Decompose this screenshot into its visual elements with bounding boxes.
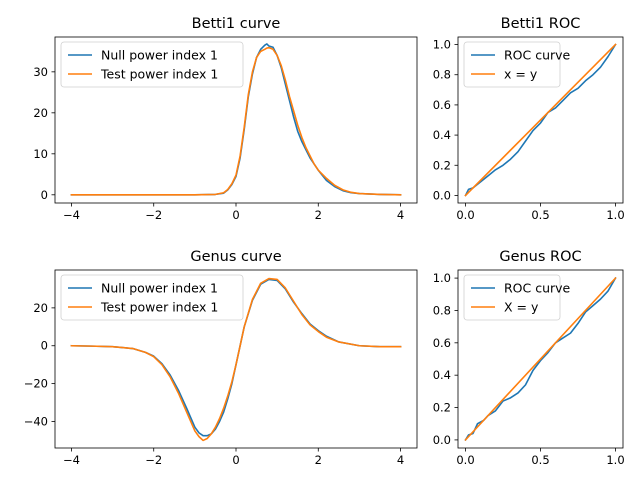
genus-roc-ytick-label: 0.4	[433, 368, 451, 382]
betti1-curve-xtick-label: −4	[63, 208, 80, 222]
genus-roc-xtick-label: 0.5	[531, 453, 549, 467]
genus-curve-series-2-line	[70, 277, 402, 442]
betti1-roc-ytick-label: 0.0	[433, 188, 451, 202]
genus-roc-legend-box	[463, 274, 561, 321]
genus-curve-legend-label-1: Null power index 1	[101, 281, 218, 296]
genus-roc-series-2-line	[464, 276, 617, 442]
betti1-curve-ytick-label: 20	[33, 106, 48, 120]
betti1-curve-xtick-label: 2	[315, 208, 322, 222]
betti1-curve-series-2-line	[70, 46, 402, 196]
betti1-roc-series-group	[464, 43, 617, 197]
genus-roc-legend-label-2: X = y	[504, 300, 539, 315]
genus-roc-ytick-label: 0.8	[433, 303, 451, 317]
betti1-roc-series-1-line	[464, 43, 617, 197]
genus-roc-legend: ROC curve X = y	[463, 274, 571, 321]
betti1-roc-panel: Betti1 ROC 0.0 0.5 1.0 0.0 0.2 0.4 0.6 0.8 1.0 ROC…	[433, 16, 625, 222]
genus-curve-legend-box	[60, 274, 244, 321]
genus-curve-title: Genus curve	[190, 249, 281, 265]
betti1-roc-ytick-label: 0.6	[433, 98, 451, 112]
betti1-curve-legend-label-1: Null power index 1	[101, 48, 218, 63]
betti1-curve-legend-label-2: Test power index 1	[100, 67, 218, 82]
genus-roc-legend-label-1: ROC curve	[504, 281, 571, 296]
betti1-roc-xtick-label: 1.0	[606, 208, 624, 222]
betti1-roc-ytick-label: 0.2	[433, 158, 451, 172]
betti1-curve-legend-box	[60, 41, 244, 88]
betti1-roc-legend: ROC curve x = y	[463, 41, 571, 88]
genus-roc-title: Genus ROC	[499, 249, 581, 265]
genus-curve-ytick-label: 20	[33, 301, 48, 315]
genus-roc-panel: Genus ROC 0.0 0.5 1.0 0.0 0.2 0.4 0.6 0.8 1.0 ROC …	[433, 249, 625, 467]
betti1-roc-series-2-line	[464, 43, 617, 197]
betti1-curve-xtick-label: 4	[397, 208, 404, 222]
betti1-roc-legend-box	[463, 41, 561, 88]
betti1-curve-series-group	[70, 43, 402, 196]
betti1-roc-ytick-label: 0.8	[433, 68, 451, 82]
genus-curve-legend-label-2: Test power index 1	[100, 300, 218, 315]
betti1-curve-panel: Betti1 curve −4 −2 0 2 4 0 10 20 30 Null power ind…	[33, 16, 418, 222]
betti1-roc-xtick-label: 0.5	[531, 208, 549, 222]
genus-roc-ytick-label: 0.0	[433, 433, 451, 447]
betti1-curve-ytick-label: 10	[33, 147, 48, 161]
genus-roc-xtick-label: 1.0	[606, 453, 624, 467]
genus-curve-series-group	[70, 277, 402, 442]
betti1-roc-xtick-label: 0.0	[456, 208, 474, 222]
genus-roc-xtick-label: 0.0	[456, 453, 474, 467]
betti1-roc-title: Betti1 ROC	[501, 16, 581, 32]
betti1-curve-legend: Null power index 1 Test power index 1	[60, 41, 244, 88]
genus-curve-xtick-label: −4	[63, 453, 80, 467]
genus-curve-xtick-label: 2	[315, 453, 322, 467]
genus-curve-xtick-label: 0	[232, 453, 239, 467]
betti1-curve-xtick-label: −2	[145, 208, 162, 222]
genus-curve-ytick-label: −40	[24, 414, 48, 428]
genus-curve-ytick-label: 0	[41, 339, 48, 353]
betti1-curve-title: Betti1 curve	[192, 16, 281, 32]
betti1-roc-legend-label-2: x = y	[504, 67, 538, 82]
genus-roc-ytick-label: 1.0	[433, 271, 451, 285]
genus-roc-ytick-label: 0.2	[433, 401, 451, 415]
betti1-curve-xtick-label: 0	[232, 208, 239, 222]
betti1-roc-ytick-label: 1.0	[433, 38, 451, 52]
genus-curve-xtick-label: −2	[145, 453, 162, 467]
betti1-curve-ytick-label: 0	[41, 188, 48, 202]
betti1-curve-ytick-label: 30	[33, 65, 48, 79]
betti1-roc-legend-label-1: ROC curve	[504, 48, 571, 63]
genus-roc-series-group	[464, 276, 617, 442]
genus-roc-ytick-label: 0.6	[433, 336, 451, 350]
genus-curve-xtick-label: 4	[397, 453, 404, 467]
genus-curve-legend: Null power index 1 Test power index 1	[60, 274, 244, 321]
genus-curve-ytick-label: −20	[24, 377, 48, 391]
betti1-roc-ytick-label: 0.4	[433, 128, 451, 142]
